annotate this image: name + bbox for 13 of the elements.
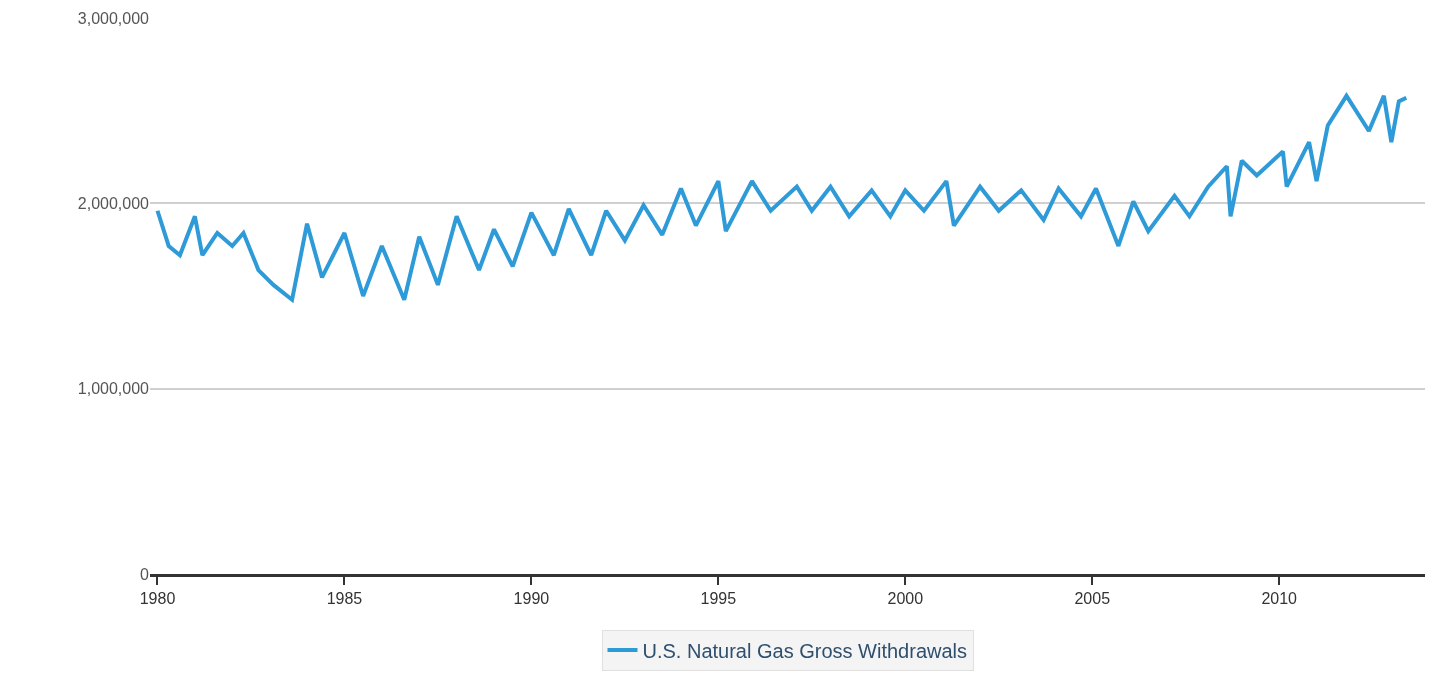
x-tick-label: 2010 [1261, 590, 1298, 608]
x-tick-label: 1995 [700, 590, 737, 608]
y-tick-label: 0 [140, 565, 150, 583]
x-tick-label: 1990 [513, 590, 550, 608]
line-series [155, 93, 1409, 302]
x-tick-label: 2005 [1074, 590, 1111, 608]
x-tick-label: 1980 [139, 590, 176, 608]
legend-label: U.S. Natural Gas Gross Withdrawals [642, 639, 968, 662]
x-tick-label: 2000 [887, 590, 924, 608]
y-tick-label: 1,000,000 [77, 380, 150, 398]
y-tick-label: 2,000,000 [77, 194, 150, 212]
x-tick-label: 1985 [326, 590, 363, 608]
y-tick-label: 3,000,000 [77, 9, 150, 27]
